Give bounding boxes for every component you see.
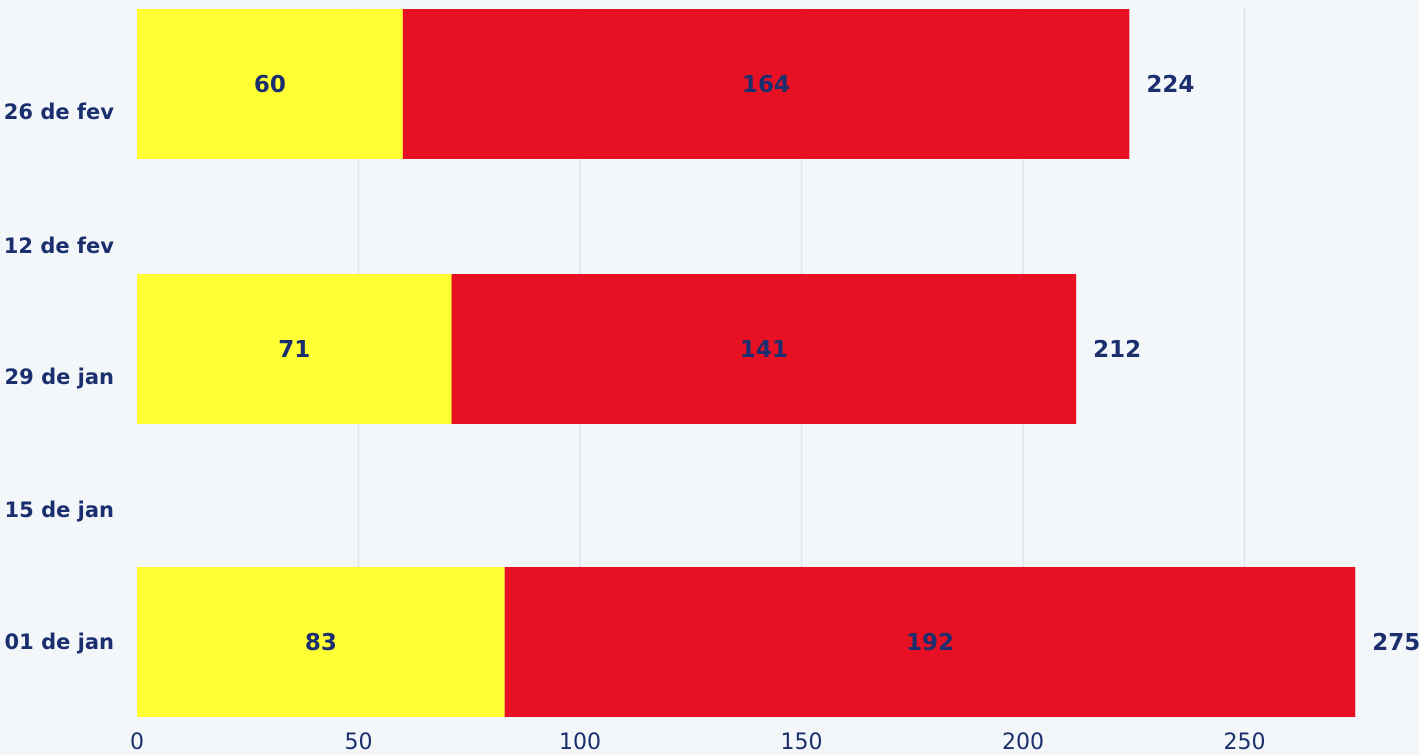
category-label-12-de-fev: 12 de fev bbox=[4, 234, 114, 258]
data-label-29-de-jan-1: 141 bbox=[740, 337, 788, 363]
data-label-26-de-fev-0: 60 bbox=[254, 72, 286, 98]
category-label-29-de-jan: 29 de jan bbox=[5, 365, 114, 389]
category-label-26-de-fev: 26 de fev bbox=[4, 100, 114, 124]
bar-segment-29-de-jan-0 bbox=[137, 274, 452, 424]
x-tick-label-50: 50 bbox=[345, 730, 373, 755]
x-tick-label-200: 200 bbox=[1002, 730, 1044, 755]
x-tick-label-150: 150 bbox=[781, 730, 823, 755]
x-axis-ticks: 0 50 100 150 200 250 bbox=[130, 730, 1266, 755]
bar-segment-29-de-jan-1 bbox=[451, 274, 1077, 424]
bar-segment-01-de-jan-0 bbox=[137, 567, 505, 717]
x-tick-label-0: 0 bbox=[130, 730, 144, 755]
data-label-26-de-fev-1: 164 bbox=[742, 72, 790, 98]
category-label-15-de-jan: 15 de jan bbox=[5, 498, 114, 522]
total-label-01-de-jan: 275 bbox=[1372, 630, 1419, 656]
x-tick-label-100: 100 bbox=[559, 730, 601, 755]
bar-segment-01-de-jan-1 bbox=[504, 567, 1356, 717]
total-label-29-de-jan: 212 bbox=[1093, 337, 1141, 363]
category-labels: 26 de fev 12 de fev 29 de jan 15 de jan 01 d… bbox=[4, 100, 114, 654]
bar-segment-26-de-fev-0 bbox=[137, 9, 403, 159]
bar-segment-26-de-fev-1 bbox=[402, 9, 1130, 159]
data-label-01-de-jan-1: 192 bbox=[906, 630, 954, 656]
x-tick-label-250: 250 bbox=[1224, 730, 1266, 755]
category-label-01-de-jan: 01 de jan bbox=[5, 630, 114, 654]
data-label-01-de-jan-0: 83 bbox=[305, 630, 337, 656]
data-label-29-de-jan-0: 71 bbox=[278, 337, 310, 363]
total-label-26-de-fev: 224 bbox=[1146, 72, 1194, 98]
bars: 60 164 224 71 141 212 83 192 275 bbox=[137, 9, 1419, 717]
